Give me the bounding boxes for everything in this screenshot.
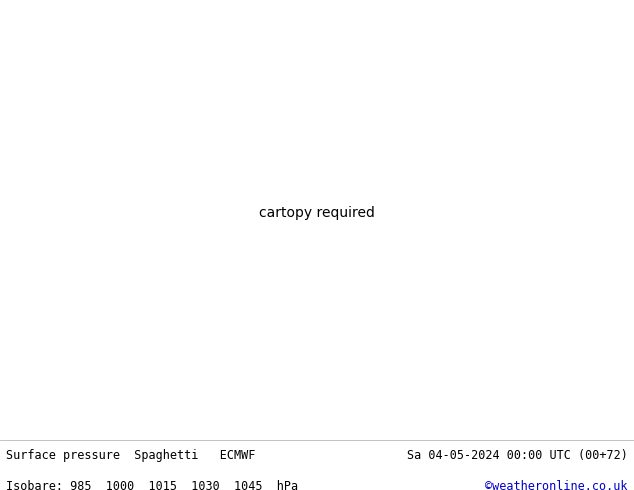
- Text: Surface pressure  Spaghetti   ECMWF: Surface pressure Spaghetti ECMWF: [6, 449, 256, 463]
- Text: Sa 04-05-2024 00:00 UTC (00+72): Sa 04-05-2024 00:00 UTC (00+72): [407, 449, 628, 463]
- Text: Isobare: 985  1000  1015  1030  1045  hPa: Isobare: 985 1000 1015 1030 1045 hPa: [6, 480, 299, 490]
- Text: cartopy required: cartopy required: [259, 206, 375, 220]
- Text: ©weatheronline.co.uk: ©weatheronline.co.uk: [485, 480, 628, 490]
